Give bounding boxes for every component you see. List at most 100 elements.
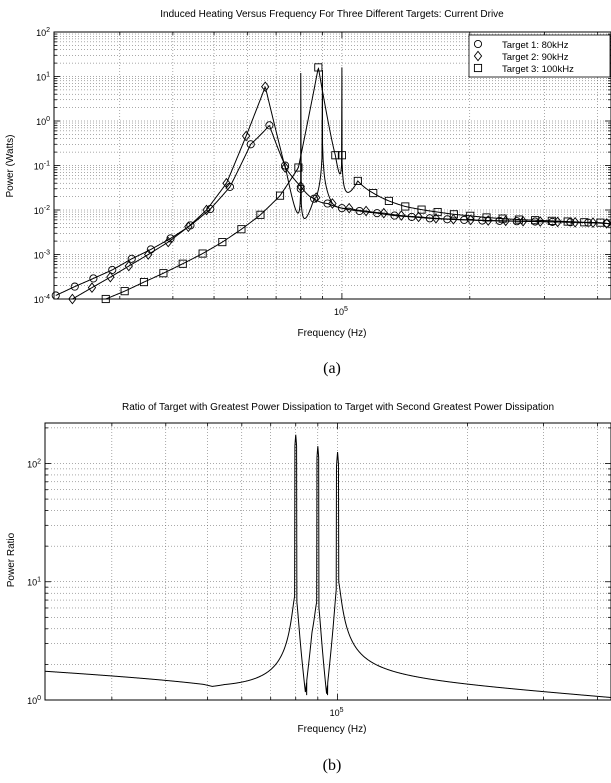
data-point-diamond [312,192,321,203]
chart-a-plot-frame [53,31,611,300]
data-point-circle [281,161,290,170]
data-point-circle [70,282,79,291]
data-point-square [466,211,475,220]
data-point-square [433,207,442,217]
legend-marker-circle [473,39,483,49]
chart-a-x-axis-label: Frequency (Hz) [298,328,367,339]
data-point-circle [265,121,274,130]
data-point-square [498,214,507,223]
caption-b: (b) [322,757,342,774]
data-point-diamond [344,202,354,214]
data-point-diamond [222,177,231,189]
data-point-diamond [87,282,97,293]
y-tick-label: 100 [36,116,50,127]
chart-b-y-tick-labels: 100 101 102 [27,458,41,706]
data-point-circle [296,184,305,193]
data-point-diamond [588,217,598,228]
data-point-square [337,151,346,160]
data-point-circle [108,265,117,274]
data-point-diamond [261,81,270,93]
data-point-diamond [361,205,371,217]
data-point-square [580,218,589,227]
legend-label: Target 1: 80kHz [502,40,569,51]
x-tick-label: 105 [334,306,348,317]
data-point-square [384,196,393,205]
chart-b-x-tick-labels: 105 [330,707,344,718]
data-point-square [178,259,187,268]
data-point-square [331,151,340,160]
data-point-square [596,218,605,227]
series-line-square [105,67,611,300]
data-point-diamond [184,221,193,233]
chart-a-series [51,63,611,305]
data-point-diamond [144,249,153,260]
data-point-square [353,176,362,185]
legend-label: Target 3: 100kHz [502,64,574,75]
data-point-diamond [241,130,251,142]
chart-a-y-axis-label: Power (Watts) [5,135,16,198]
legend-marker-square [473,63,483,73]
data-point-square [314,63,323,72]
data-point-diamond [431,212,441,224]
y-tick-label: 10-2 [34,205,50,216]
data-point-circle [246,140,255,149]
data-point-diamond [466,214,475,226]
legend-label: Target 2: 90kHz [502,52,569,63]
ratio-line [44,434,611,698]
chart-b-title: Ratio of Target with Greatest Power Diss… [122,402,554,413]
data-point-square [482,213,491,222]
data-point-diamond [379,207,388,219]
data-point-square [547,216,556,225]
data-point-diamond [570,216,580,228]
data-point-square [120,287,129,296]
y-tick-label: 102 [27,458,41,469]
data-point-circle [323,199,332,208]
data-point-square [275,191,285,200]
data-point-square [401,202,410,211]
data-point-square [198,249,207,258]
data-point-square [514,215,523,224]
data-point-square [563,217,572,226]
y-tick-label: 10-1 [34,161,50,172]
data-point-square [139,278,149,287]
data-point-diamond [397,210,406,221]
data-point-square [369,189,378,198]
chart-a-y-tick-labels: 10-4 10-3 10-2 10-1 100 101 102 [34,27,50,305]
data-point-square [449,210,458,219]
legend-marker-diamond [473,50,483,62]
data-point-square [237,225,246,234]
data-point-diamond [328,198,337,209]
data-point-diamond [296,181,305,192]
y-tick-label: 101 [36,72,50,83]
chart-b-x-axis-label: Frequency (Hz) [298,724,367,735]
data-point-square [256,210,265,219]
series-line-diamond [72,69,611,300]
x-tick-label: 105 [330,707,344,718]
caption-a: (a) [323,360,341,377]
y-tick-label: 10-3 [34,250,50,261]
chart-b: Ratio of Target with Greatest Power Diss… [6,402,611,735]
chart-b-y-axis-label: Power Ratio [6,532,17,587]
y-tick-label: 10-4 [34,294,50,305]
data-point-diamond [280,162,290,173]
y-tick-label: 101 [27,577,41,588]
y-tick-label: 100 [27,695,41,706]
data-point-diamond [202,204,211,216]
data-point-circle [127,254,136,263]
data-point-square [218,238,227,247]
chart-a-x-tick-labels: 105 [334,306,348,317]
data-point-diamond [484,215,493,226]
data-point-square [417,205,426,214]
y-tick-label: 102 [36,27,50,38]
chart-b-series [44,434,611,698]
data-point-diamond [164,236,173,248]
data-point-diamond [414,211,423,223]
chart-a: Induced Heating Versus Frequency For Thr… [5,9,611,339]
data-point-diamond [106,271,115,283]
data-point-square [159,269,168,278]
chart-a-title: Induced Heating Versus Frequency For Thr… [160,9,504,20]
data-point-square [531,216,540,225]
data-point-diamond [68,293,77,305]
